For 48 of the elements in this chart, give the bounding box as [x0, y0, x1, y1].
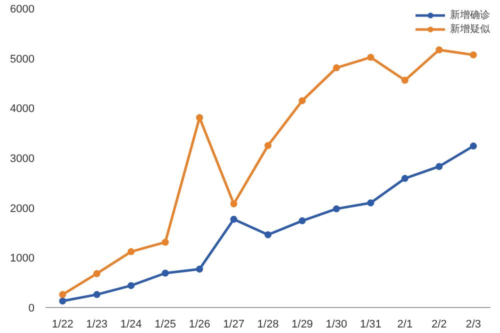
x-tick-label: 1/23	[86, 318, 108, 330]
legend-label: 新增疑似	[450, 22, 490, 36]
x-tick-label: 1/26	[188, 318, 210, 330]
y-tick-label: 6000	[10, 4, 35, 16]
y-tick-label: 5000	[10, 53, 35, 66]
x-tick-label: 1/25	[154, 318, 176, 330]
point	[264, 231, 272, 238]
point	[298, 97, 306, 104]
x-tick-label: 1/24	[120, 318, 142, 330]
point	[196, 114, 204, 122]
x-tick-label: 2/2	[432, 318, 447, 330]
point	[162, 238, 169, 246]
point	[162, 270, 169, 277]
point	[59, 298, 66, 305]
y-tick-label: 3000	[10, 153, 35, 165]
point	[332, 64, 340, 72]
point	[436, 46, 443, 54]
point	[230, 216, 238, 223]
point	[298, 217, 306, 224]
x-tick-label: 1/31	[360, 318, 382, 330]
x-tick-label: 2/1	[397, 318, 413, 330]
x-tick-label: 1/27	[223, 318, 244, 330]
point	[93, 270, 100, 278]
point	[470, 142, 477, 150]
y-tick-label: 4000	[10, 103, 35, 116]
point	[59, 291, 66, 298]
y-tick-label: 1000	[10, 252, 35, 265]
y-tick-label: 0	[28, 302, 35, 314]
point	[230, 200, 238, 208]
x-tick-label: 1/22	[52, 318, 74, 330]
legend-label: 新增确诊	[450, 8, 490, 22]
point	[93, 291, 100, 298]
y-tick-label: 2000	[10, 202, 35, 215]
point	[436, 162, 443, 170]
point	[332, 205, 340, 212]
point	[401, 76, 408, 84]
point	[196, 266, 204, 273]
point	[367, 199, 374, 206]
point	[401, 174, 408, 182]
point	[128, 282, 135, 290]
x-tick-label: 1/30	[326, 318, 348, 330]
point	[128, 248, 135, 256]
point	[367, 54, 374, 61]
point	[264, 142, 272, 150]
x-tick-label: 1/29	[292, 318, 313, 330]
point	[470, 51, 477, 58]
x-tick-label: 2/3	[466, 318, 482, 330]
x-tick-label: 1/28	[257, 318, 279, 330]
